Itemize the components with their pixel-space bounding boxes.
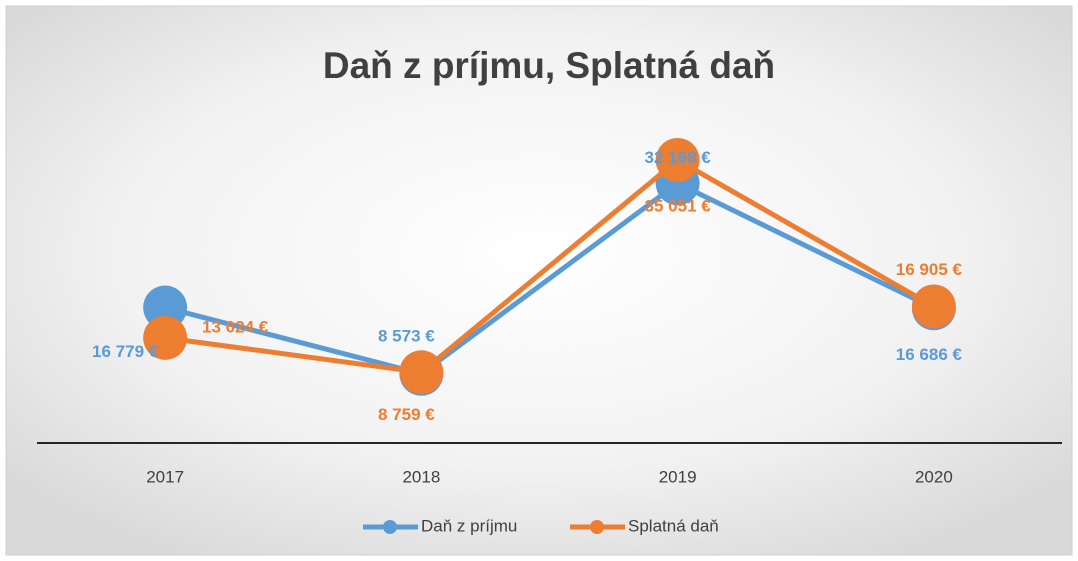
- data-label: 16 779 €: [92, 342, 159, 361]
- data-label: 32 168 €: [645, 148, 712, 167]
- legend-label: Daň z príjmu: [421, 516, 517, 535]
- legend-marker: [590, 520, 604, 534]
- legend-marker: [383, 520, 397, 534]
- point-marker: [143, 285, 188, 330]
- point-marker: [911, 284, 956, 329]
- x-tick-label: 2017: [146, 467, 184, 486]
- series-line: [164, 180, 935, 377]
- data-label: 8 759 €: [378, 405, 435, 424]
- data-label: 35 051 €: [645, 196, 712, 215]
- x-tick-label: 2018: [402, 467, 440, 486]
- data-label: 13 024 €: [202, 317, 269, 336]
- data-label: 16 686 €: [896, 345, 963, 364]
- data-label: 8 573 €: [378, 326, 435, 345]
- x-tick-label: 2020: [915, 467, 953, 486]
- x-tick-label: 2019: [659, 467, 697, 486]
- point-marker: [399, 350, 444, 395]
- chart-title: Daň z príjmu, Splatná daň: [323, 45, 775, 86]
- point-marker: [143, 315, 188, 360]
- point-marker: [655, 138, 700, 182]
- chart-background: [5, 5, 1073, 556]
- series-line: [164, 157, 936, 375]
- data-label: 16 905 €: [896, 260, 963, 279]
- legend-label: Splatná daň: [628, 516, 719, 535]
